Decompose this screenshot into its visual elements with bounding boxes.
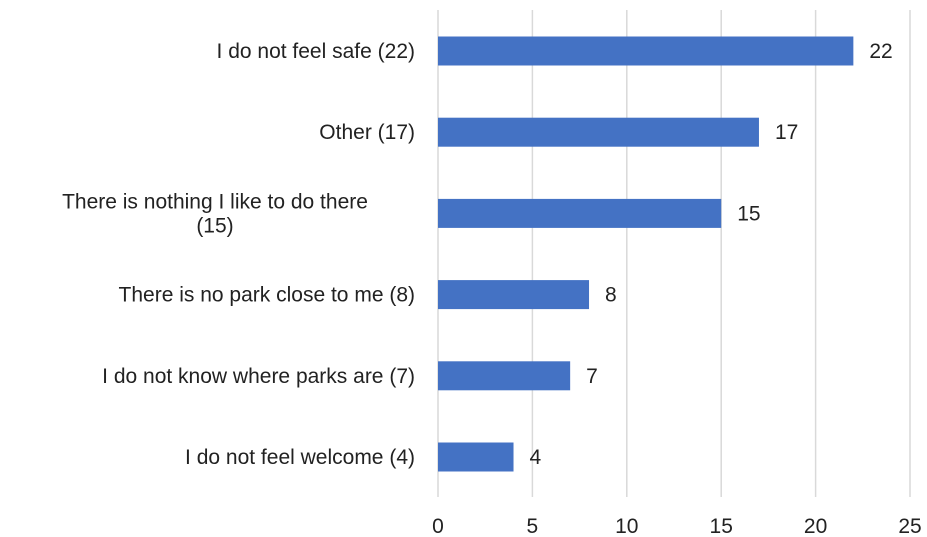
grid-layer — [437, 10, 911, 497]
bar-layer — [438, 36, 854, 472]
category-label-0: I do not feel safe (22) — [217, 40, 415, 63]
x-tick-label-10: 10 — [615, 515, 638, 537]
category-label-5: I do not feel welcome (4) — [185, 446, 415, 469]
bar-4 — [438, 361, 571, 391]
x-axis-ticks: 0 5 10 15 20 25 — [432, 515, 922, 537]
category-label-2-line-0: There is nothing I like to do there — [62, 190, 368, 213]
data-label-0: 22 — [869, 40, 892, 63]
category-label-1: Other (17) — [319, 121, 415, 144]
data-label-4: 7 — [586, 365, 598, 388]
bar-2 — [438, 198, 722, 228]
data-label-1: 17 — [775, 121, 798, 144]
bar-3 — [438, 280, 590, 310]
data-label-3: 8 — [605, 284, 617, 307]
x-tick-label-5: 5 — [527, 515, 539, 537]
bar-5 — [438, 442, 514, 472]
x-tick-label-0: 0 — [432, 515, 444, 537]
category-label-4: I do not know where parks are (7) — [102, 365, 415, 388]
data-label-2: 15 — [737, 202, 760, 225]
x-tick-label-15: 15 — [710, 515, 733, 537]
label-layer: 22 I do not feel safe (22) 17 Other (17) 15 T… — [62, 40, 893, 469]
category-label-2-line-1: (15) — [196, 214, 233, 237]
data-label-5: 4 — [530, 446, 542, 469]
category-label-2: There is nothing I like to do there (15) — [62, 190, 368, 237]
x-tick-label-25: 25 — [898, 515, 921, 537]
bar-0 — [438, 36, 854, 66]
category-label-3: There is no park close to me (8) — [119, 284, 415, 307]
x-tick-label-20: 20 — [804, 515, 827, 537]
bar-1 — [438, 117, 759, 147]
